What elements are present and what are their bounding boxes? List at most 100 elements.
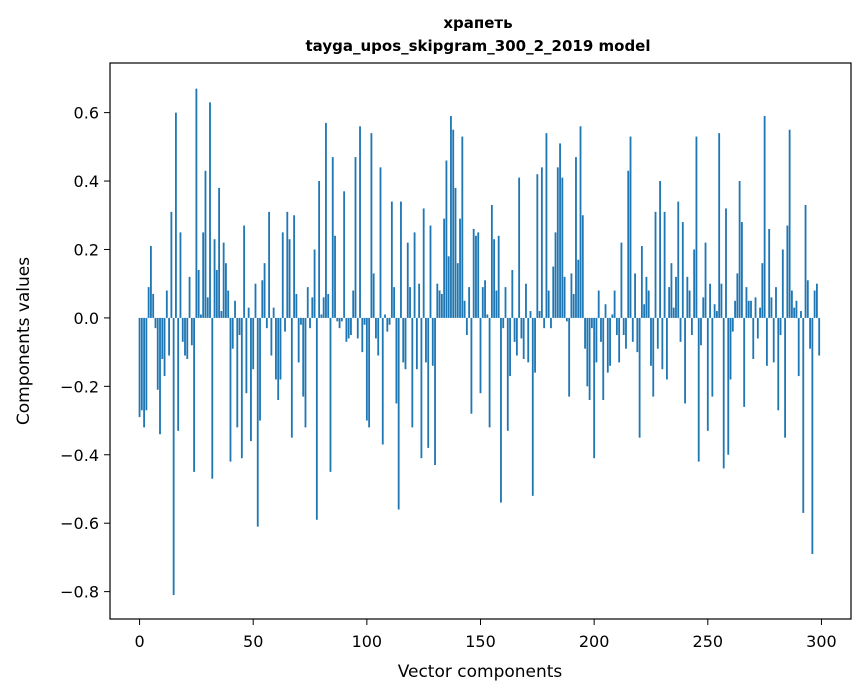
bar-15 (172, 317, 175, 596)
bar-249 (704, 242, 707, 318)
bar-266 (743, 317, 746, 407)
bar-293 (804, 204, 807, 318)
bar-185 (559, 143, 561, 318)
bar-35 (218, 187, 221, 318)
bar-27 (200, 314, 202, 318)
bar-239 (681, 222, 684, 318)
bar-70 (297, 317, 300, 363)
bar-176 (538, 311, 541, 318)
x-tick-label: 0 (134, 632, 144, 651)
bar-207 (609, 317, 611, 366)
y-axis-label: Components values (14, 257, 34, 425)
bar-43 (236, 317, 239, 428)
bar-105 (377, 317, 380, 356)
bar-41 (231, 317, 234, 349)
bar-232 (665, 317, 668, 380)
x-tick-label: 250 (693, 632, 724, 651)
bar-80 (320, 314, 323, 318)
bar-26 (197, 270, 200, 318)
bar-166 (515, 317, 518, 356)
bar-174 (534, 317, 536, 373)
x-tick-label: 50 (243, 632, 263, 651)
bar-78 (315, 317, 318, 520)
bar-111 (390, 201, 393, 318)
bar-251 (709, 283, 711, 318)
y-tick-label: −0.6 (60, 514, 99, 533)
bar-171 (527, 317, 530, 363)
bar-82 (325, 122, 327, 318)
bar-252 (711, 317, 714, 397)
bar-197 (586, 317, 589, 387)
bar-125 (422, 208, 425, 318)
bar-241 (686, 276, 689, 318)
bar-81 (322, 297, 325, 318)
bar-233 (668, 287, 671, 318)
bar-267 (745, 287, 748, 318)
y-tick-label: −0.8 (60, 583, 99, 602)
bar-107 (381, 317, 384, 445)
bar-235 (672, 307, 675, 318)
chart-title-line-1: храпеть (443, 14, 512, 32)
bar-23 (190, 317, 193, 346)
bar-170 (525, 283, 527, 318)
bar-112 (393, 287, 396, 318)
bar-221 (640, 246, 643, 318)
bar-214 (625, 317, 627, 349)
bar-25 (195, 88, 198, 318)
bar-299 (818, 317, 821, 356)
bar-253 (713, 304, 716, 318)
bar-32 (211, 317, 214, 479)
bar-154 (488, 317, 491, 428)
bar-149 (477, 232, 480, 318)
bar-93 (350, 317, 352, 336)
bar-264 (738, 181, 741, 318)
bar-96 (356, 317, 359, 339)
bar-191 (572, 293, 575, 318)
bar-17 (177, 317, 180, 431)
bar-258 (725, 208, 727, 318)
bar-114 (397, 317, 400, 510)
bar-4 (147, 287, 150, 318)
bar-62 (279, 317, 282, 380)
bar-234 (670, 263, 673, 318)
bar-228 (656, 317, 659, 349)
bar-122 (415, 317, 418, 370)
bar-44 (238, 317, 241, 336)
bar-297 (813, 290, 816, 318)
bar-100 (365, 317, 368, 421)
bar-75 (309, 317, 311, 329)
bar-173 (531, 317, 534, 496)
bar-36 (220, 311, 223, 318)
y-tick-label: 0.0 (74, 309, 99, 328)
bar-54 (261, 280, 264, 318)
bar-177 (540, 167, 543, 318)
bar-259 (727, 317, 730, 455)
bar-120 (411, 317, 414, 428)
bar-281 (777, 317, 780, 411)
y-tick-label: 0.2 (74, 240, 99, 259)
bar-183 (554, 232, 557, 318)
bar-199 (590, 317, 593, 329)
bar-283 (781, 249, 784, 318)
bar-274 (761, 263, 764, 318)
bar-230 (661, 317, 664, 370)
bar-18 (179, 232, 182, 318)
bar-208 (611, 314, 614, 318)
bar-187 (563, 276, 566, 318)
bar-134 (443, 218, 446, 318)
bar-14 (170, 211, 173, 318)
bar-11 (163, 317, 166, 377)
bar-52 (256, 317, 259, 527)
bar-231 (663, 211, 666, 318)
bar-28 (202, 232, 205, 318)
bar-186 (561, 177, 564, 318)
bar-10 (161, 317, 164, 359)
bar-203 (600, 317, 602, 342)
bar-156 (493, 239, 496, 318)
y-tick-label: −0.2 (60, 377, 99, 396)
bar-244 (693, 249, 696, 318)
bar-83 (327, 293, 330, 318)
bar-193 (577, 259, 580, 318)
bar-53 (259, 317, 261, 421)
